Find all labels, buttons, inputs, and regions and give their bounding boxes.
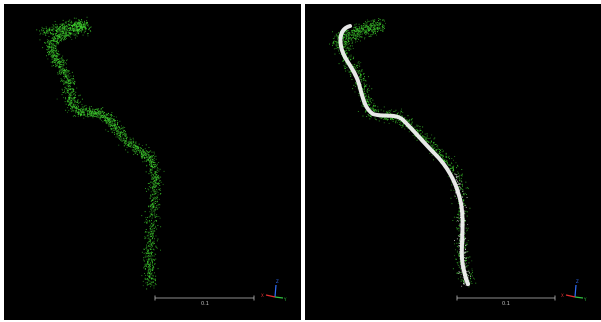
right-panel: Z X Y 0.1 bbox=[305, 4, 601, 320]
axes-gizmo: Z X Y bbox=[261, 279, 287, 302]
left-point-cloud-view: Z X Y bbox=[36, 16, 287, 302]
axis-label-z: Z bbox=[576, 279, 579, 284]
axis-label-x: X bbox=[561, 293, 564, 298]
scale-bar-label: 0.1 bbox=[502, 301, 510, 307]
scale-bar bbox=[154, 295, 255, 301]
point-cloud bbox=[36, 16, 165, 290]
axis-label-z: Z bbox=[276, 279, 279, 284]
axis-label-x: X bbox=[261, 293, 264, 298]
scale-bar bbox=[456, 295, 556, 301]
right-point-cloud-view: Z X Y bbox=[329, 18, 587, 302]
centerline-curve bbox=[338, 24, 470, 286]
axes-gizmo: Z X Y bbox=[561, 279, 587, 302]
scale-bar-label: 0.1 bbox=[201, 301, 209, 307]
axis-label-y: Y bbox=[583, 297, 587, 302]
axis-label-y: Y bbox=[283, 297, 287, 302]
point-cloud bbox=[329, 18, 477, 288]
left-panel: Z X Y 0.1 bbox=[4, 4, 301, 320]
